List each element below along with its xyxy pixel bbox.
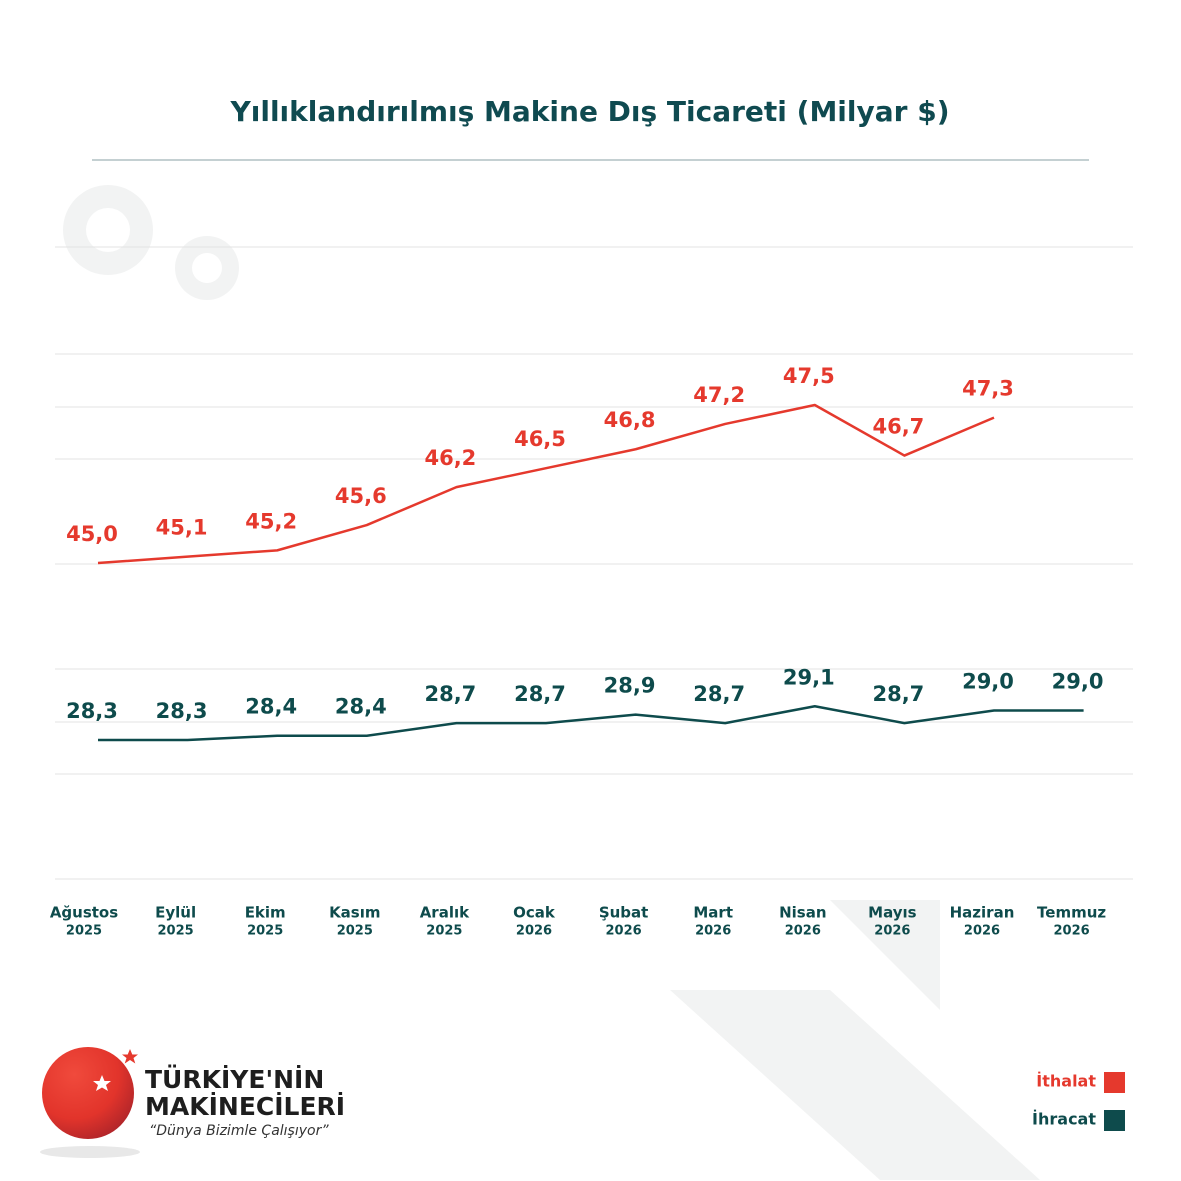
x-tick-label: Aralık (420, 904, 470, 922)
data-label: 29,0 (1052, 669, 1104, 693)
x-tick-label: Mayıs (868, 904, 917, 922)
x-tick-label: 2025 (247, 924, 283, 939)
x-tick-label: Temmuz (1037, 904, 1106, 922)
brand-name: TÜRKİYE'NİN (145, 1064, 324, 1094)
data-label: 28,7 (424, 682, 476, 706)
x-tick-label: Ağustos (50, 904, 118, 922)
x-tick-label: 2026 (964, 924, 1000, 939)
brand-name: MAKİNECİLERİ (145, 1091, 345, 1121)
data-label: 46,5 (514, 427, 566, 451)
legend-label: İthalat (1036, 1072, 1096, 1091)
data-label: 45,2 (245, 509, 297, 533)
x-tick-label: Nisan (779, 904, 826, 922)
x-tick-label: Kasım (329, 904, 380, 922)
x-tick-label: 2026 (695, 924, 731, 939)
x-tick-label: 2026 (785, 924, 821, 939)
chart-title: Yıllıklandırılmış Makine Dış Ticareti (M… (229, 95, 949, 128)
data-label: 45,1 (156, 516, 208, 540)
data-label: 46,7 (872, 415, 924, 439)
x-tick-label: 2026 (606, 924, 642, 939)
x-tick-label: Şubat (599, 904, 649, 922)
x-tick-label: 2026 (516, 924, 552, 939)
x-tick-label: 2025 (426, 924, 462, 939)
data-label: 28,4 (335, 695, 387, 719)
data-label: 28,7 (693, 682, 745, 706)
legend-swatch (1104, 1110, 1125, 1131)
x-tick-label: 2025 (158, 924, 194, 939)
data-label: 46,2 (424, 446, 476, 470)
logo: TÜRKİYE'NİN MAKİNECİLERİ “Dünya Bizimle … (40, 1047, 345, 1158)
data-label: 29,0 (962, 669, 1014, 693)
data-label: 28,3 (156, 699, 208, 723)
data-label: 45,0 (66, 522, 118, 546)
x-tick-label: Ocak (513, 904, 556, 922)
legend-label: İhracat (1032, 1110, 1096, 1129)
data-label: 28,7 (514, 682, 566, 706)
x-tick-label: 2026 (874, 924, 910, 939)
background-decor (63, 185, 1040, 1180)
x-tick-label: Mart (693, 904, 733, 922)
data-label: 28,4 (245, 695, 297, 719)
series-line (98, 705, 1084, 742)
series-line (97, 403, 995, 565)
data-label: 28,7 (872, 682, 924, 706)
data-label: 29,1 (783, 665, 835, 689)
data-label: 47,2 (693, 383, 745, 407)
data-label: 46,8 (604, 408, 656, 432)
data-label: 47,3 (962, 377, 1014, 401)
x-tick-label: 2026 (1054, 924, 1090, 939)
legend-swatch (1104, 1072, 1125, 1093)
x-tick-label: Eylül (155, 904, 196, 922)
data-label: 28,9 (604, 674, 656, 698)
x-tick-label: 2025 (337, 924, 373, 939)
x-tick-label: Haziran (950, 904, 1015, 922)
data-label: 45,6 (335, 484, 387, 508)
x-tick-label: 2025 (66, 924, 102, 939)
background-rules (55, 246, 1133, 880)
x-tick-label: Ekim (245, 904, 286, 922)
data-label: 28,3 (66, 699, 118, 723)
brand-tagline: “Dünya Bizimle Çalışıyor” (149, 1123, 329, 1139)
data-label: 47,5 (783, 364, 835, 388)
